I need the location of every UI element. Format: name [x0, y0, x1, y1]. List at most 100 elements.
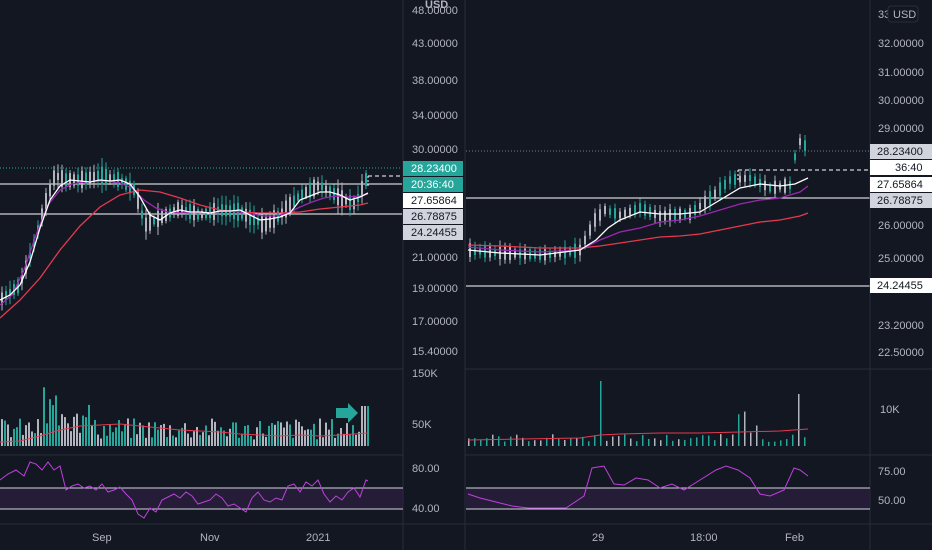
candle-body: [729, 176, 731, 184]
left-tag-27: 27.65864: [411, 195, 457, 207]
right-rsi-axis-label: 50.00: [878, 495, 906, 507]
left-time-label: Nov: [200, 532, 220, 544]
volume-bar: [175, 437, 177, 446]
volume-bar: [612, 436, 614, 446]
volume-bar: [208, 435, 210, 446]
right-price-pane[interactable]: [466, 133, 870, 287]
candle-body: [61, 170, 63, 187]
candle-body: [93, 172, 95, 181]
volume-bar: [31, 431, 33, 446]
volume-bar: [298, 421, 300, 446]
volume-bar: [220, 427, 222, 446]
candle-body: [109, 174, 111, 181]
volume-bar: [349, 434, 351, 446]
volume-bar: [295, 419, 297, 446]
left-volume-axis-label: 50K: [412, 419, 432, 431]
volume-bar: [43, 387, 45, 446]
candle-body: [714, 189, 716, 198]
volume-bar: [762, 439, 764, 446]
volume-bar: [100, 438, 102, 446]
volume-bar: [337, 433, 339, 446]
right-tag-26-bg: [870, 193, 932, 208]
volume-bar: [4, 420, 6, 446]
volume-bar: [364, 406, 366, 446]
volume-bar: [672, 440, 674, 446]
candle-body: [201, 211, 203, 218]
volume-bar: [594, 435, 596, 446]
volume-bar: [316, 439, 318, 446]
volume-bar: [196, 426, 198, 446]
candle-body: [709, 191, 711, 205]
volume-bar: [178, 430, 180, 446]
volume-bar: [19, 418, 21, 446]
candle-body: [584, 235, 586, 245]
left-price-axis[interactable]: 48.00000 43.00000 38.00000 34.00000 30.0…: [403, 0, 463, 358]
right-volume-pane[interactable]: 10K: [467, 381, 900, 446]
candle-body: [549, 251, 551, 259]
volume-bar: [319, 418, 321, 446]
left-tag-countdown-bg: [403, 177, 463, 192]
right-axis-label: 25.00000: [878, 253, 924, 265]
currency-button[interactable]: [887, 5, 919, 23]
volume-bar: [468, 438, 470, 446]
volume-bar: [157, 429, 159, 446]
left-price-pane[interactable]: [0, 158, 402, 319]
left-volume-pane[interactable]: 150K 50K: [0, 368, 438, 446]
volume-bar: [148, 422, 150, 446]
left-volume-arrow-annotation: [336, 403, 358, 423]
candle-body: [101, 166, 103, 185]
candle-body: [349, 195, 351, 211]
candle-body: [559, 249, 561, 257]
volume-bar: [277, 421, 279, 446]
volume-bar: [732, 434, 734, 446]
volume-bar: [361, 406, 363, 446]
volume-bar: [139, 422, 141, 446]
candle-body: [265, 217, 267, 232]
volume-bar: [229, 428, 231, 446]
volume-bar: [325, 422, 327, 446]
volume-bar: [145, 437, 147, 446]
volume-bar: [40, 433, 42, 446]
volume-bar: [630, 438, 632, 446]
left-time-label: 2021: [306, 532, 330, 544]
volume-bar: [160, 425, 162, 446]
candle-body: [65, 173, 67, 187]
volume-bar: [256, 427, 258, 446]
volume-bar: [103, 425, 105, 446]
right-time-axis[interactable]: 29 18:00 Feb: [592, 532, 804, 544]
volume-bar: [55, 395, 57, 446]
volume-bar: [774, 441, 776, 446]
volume-bar: [726, 438, 728, 446]
candle-body: [217, 206, 219, 215]
candle-body: [213, 203, 215, 220]
candle-body: [694, 205, 696, 215]
candle-body: [149, 214, 151, 231]
left-currency-label: USD: [425, 0, 448, 11]
candle-body: [253, 213, 255, 226]
volume-bar: [127, 418, 129, 446]
volume-bar: [1, 419, 3, 446]
candle-body: [153, 217, 155, 225]
candle-body: [644, 204, 646, 216]
candle-body: [89, 171, 91, 184]
volume-bar: [546, 437, 548, 446]
volume-bar: [642, 435, 644, 446]
volume-bar: [241, 433, 243, 446]
left-time-axis[interactable]: Sep Nov 2021: [92, 532, 330, 544]
right-price-axis[interactable]: 33 32.00000 31.00000 30.00000 29.00000 2…: [870, 5, 932, 359]
left-rsi-pane[interactable]: 80.00 40.00: [0, 461, 440, 519]
volume-bar: [786, 439, 788, 446]
right-axis-label: 23.20000: [878, 320, 924, 332]
candle-body: [245, 208, 247, 222]
candle-body: [799, 138, 801, 145]
volume-bar: [106, 435, 108, 446]
volume-bar: [292, 437, 294, 446]
candle-body: [649, 207, 651, 217]
candle-body: [774, 180, 776, 194]
candle-body: [45, 193, 47, 211]
right-rsi-pane[interactable]: 75.00 50.00: [466, 465, 906, 510]
right-ema-slow: [467, 212, 809, 249]
volume-bar: [358, 431, 360, 446]
right-rsi-axis-label: 75.00: [878, 466, 906, 478]
